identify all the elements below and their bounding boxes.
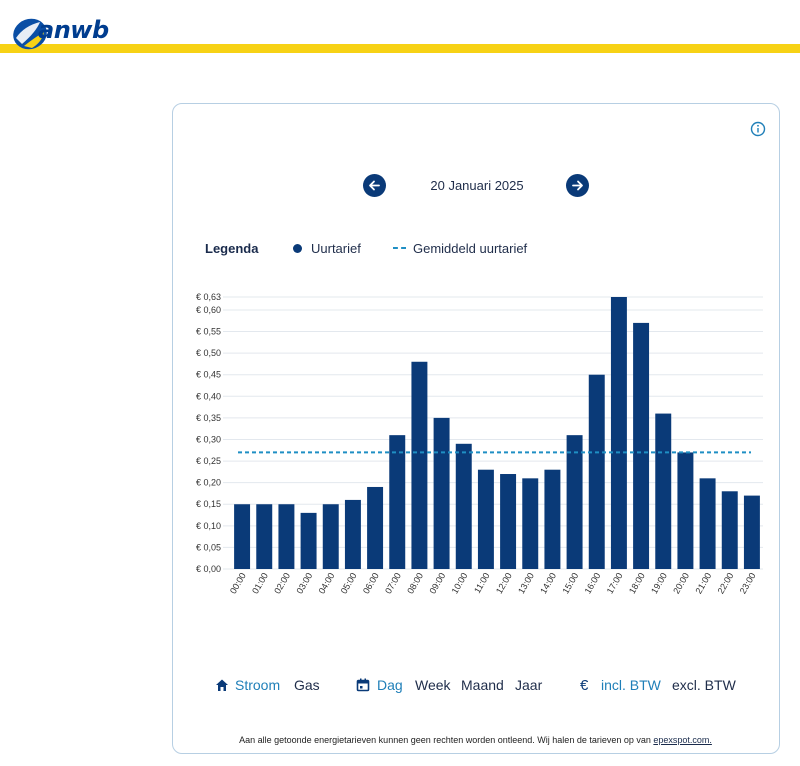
- toggle-excl-btw[interactable]: excl. BTW: [672, 677, 736, 693]
- y-tick-label: € 0,00: [196, 564, 221, 574]
- top-bar: anwb: [0, 0, 800, 60]
- bar: [411, 361, 428, 569]
- x-tick-label: 15:00: [560, 571, 580, 596]
- legend-average-label: Gemiddeld uurtarief: [413, 241, 528, 256]
- bar: [610, 297, 627, 569]
- toggle-stroom[interactable]: Stroom: [235, 677, 281, 693]
- legend-series-marker: [293, 244, 302, 253]
- y-tick-label: € 0,10: [196, 521, 221, 531]
- toggle-gas[interactable]: Gas: [294, 677, 320, 693]
- x-tick-label: 06:00: [361, 571, 381, 596]
- y-tick-label: € 0,63: [196, 292, 221, 302]
- y-tick-label: € 0,15: [196, 499, 221, 509]
- bar: [677, 452, 694, 569]
- filter-toggles: Stroom Gas Dag Week Maand Jaar € incl. B…: [213, 677, 753, 699]
- y-tick-label: € 0,35: [196, 413, 221, 423]
- bar: [721, 491, 738, 569]
- anwb-logo[interactable]: anwb: [10, 8, 112, 60]
- y-tick-label: € 0,45: [196, 370, 221, 380]
- toggle-maand[interactable]: Maand: [461, 677, 504, 693]
- y-tick-label: € 0,05: [196, 542, 221, 552]
- x-tick-label: 19:00: [649, 571, 669, 596]
- x-tick-label: 08:00: [405, 571, 425, 596]
- x-tick-label: 01:00: [250, 571, 270, 596]
- toggle-incl-btw[interactable]: incl. BTW: [601, 677, 661, 693]
- y-tick-label: € 0,40: [196, 391, 221, 401]
- selected-date: 20 Januari 2025: [430, 178, 524, 193]
- x-tick-label: 17:00: [605, 571, 625, 596]
- bar: [256, 504, 273, 569]
- bar: [566, 435, 583, 569]
- bar: [389, 435, 406, 569]
- bar: [544, 469, 561, 569]
- bar: [344, 499, 361, 569]
- y-tick-label: € 0,50: [196, 348, 221, 358]
- y-tick-label: € 0,20: [196, 478, 221, 488]
- x-tick-label: 03:00: [294, 571, 314, 596]
- y-tick-label: € 0,25: [196, 456, 221, 466]
- logo-text: anwb: [38, 16, 109, 44]
- bar: [522, 478, 539, 569]
- toggle-dag[interactable]: Dag: [377, 677, 403, 693]
- bar: [477, 469, 494, 569]
- bar: [633, 322, 650, 569]
- chart-legend: Legenda Uurtarief Gemiddeld uurtarief: [205, 241, 745, 261]
- x-tick-label: 11:00: [472, 571, 492, 595]
- disclaimer-text: Aan alle getoonde energietarieven kunnen…: [239, 735, 654, 745]
- x-tick-label: 22:00: [716, 571, 736, 596]
- hourly-tariff-chart: € 0,00 € 0,05 € 0,10 € 0,15 € 0,20 € 0,25 € 0,…: [196, 292, 763, 596]
- info-icon[interactable]: [750, 121, 766, 137]
- bar: [655, 413, 672, 569]
- bar: [500, 474, 517, 569]
- x-tick-label: 00:00: [228, 571, 248, 596]
- x-tick-label: 13:00: [516, 571, 536, 596]
- x-tick-label: 14:00: [538, 571, 558, 596]
- x-tick-label: 23:00: [738, 571, 758, 596]
- bar: [743, 495, 760, 569]
- bar: [234, 504, 251, 569]
- epexspot-link[interactable]: epexspot.com.: [653, 735, 712, 745]
- y-tick-label: € 0,60: [196, 305, 221, 315]
- legend-title: Legenda: [205, 241, 259, 256]
- bar: [455, 443, 472, 569]
- toggle-week[interactable]: Week: [415, 677, 451, 693]
- bar: [699, 478, 716, 569]
- bar: [588, 374, 605, 569]
- calendar-icon: [356, 678, 370, 695]
- arrow-right-icon: [572, 180, 583, 191]
- bar: [300, 512, 317, 569]
- bar: [367, 486, 384, 569]
- x-tick-label: 07:00: [383, 571, 403, 596]
- home-icon: [215, 678, 229, 695]
- legend-series-label: Uurtarief: [311, 241, 361, 256]
- next-day-button[interactable]: [566, 174, 589, 197]
- date-navigation: 20 Januari 2025: [363, 174, 591, 200]
- y-tick-label: € 0,55: [196, 327, 221, 337]
- y-tick-label: € 0,30: [196, 434, 221, 444]
- x-tick-label: 20:00: [671, 571, 691, 596]
- x-tick-label: 05:00: [339, 571, 359, 596]
- x-tick-label: 18:00: [627, 571, 647, 596]
- tariff-card: 20 Januari 2025 Legenda Uurtarief Gemidd…: [172, 103, 780, 754]
- x-tick-label: 09:00: [427, 571, 447, 596]
- brand-stripe: [0, 44, 800, 53]
- disclaimer: Aan alle getoonde energietarieven kunnen…: [173, 735, 778, 745]
- bar: [322, 504, 339, 569]
- x-tick-label: 12:00: [494, 571, 514, 596]
- legend-average-marker: [393, 247, 406, 249]
- x-tick-label: 04:00: [317, 571, 337, 596]
- x-tick-label: 10:00: [450, 571, 470, 596]
- toggle-jaar[interactable]: Jaar: [515, 677, 543, 693]
- x-tick-label: 02:00: [272, 571, 292, 596]
- x-tick-label: 21:00: [693, 571, 713, 596]
- globe-icon: [13, 18, 47, 50]
- arrow-left-icon: [369, 180, 380, 191]
- bar: [433, 417, 450, 569]
- x-tick-label: 16:00: [583, 571, 603, 596]
- bar: [278, 504, 295, 569]
- previous-day-button[interactable]: [363, 174, 386, 197]
- euro-icon: €: [580, 677, 589, 694]
